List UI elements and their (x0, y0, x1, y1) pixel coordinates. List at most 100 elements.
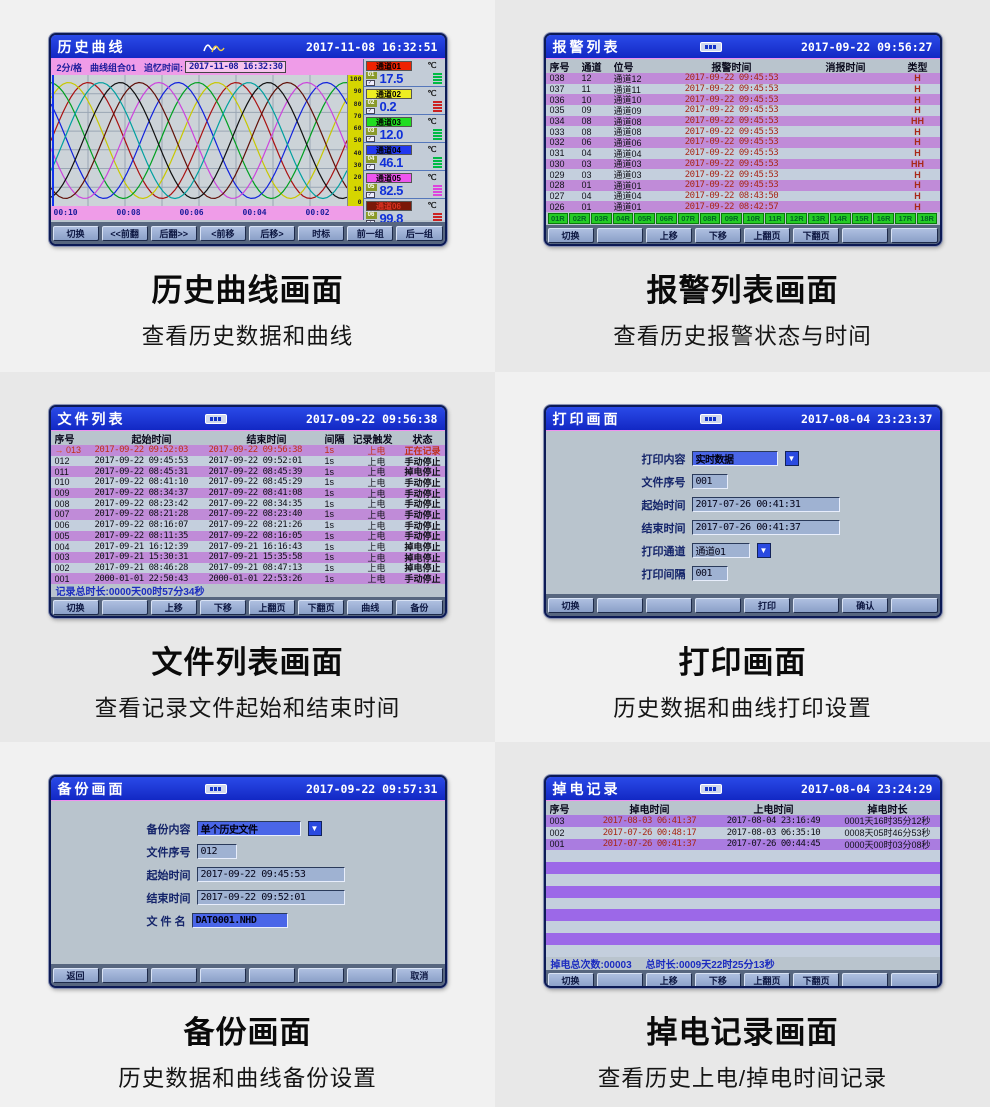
softkey-button[interactable] (596, 597, 643, 613)
channel-block[interactable]: 通道04 ℃ 04 ✓ 46.1 (363, 143, 445, 171)
table-row[interactable]: 002 2017-07-26 00:48:17 2017-08-03 06:35… (545, 826, 940, 839)
softkey-button[interactable] (596, 228, 643, 244)
softkey-button[interactable]: 上移 (645, 228, 692, 244)
table-row[interactable]: 026 01 通道01 2017-09-22 08:42:57 H (545, 201, 940, 212)
table-row[interactable]: 038 12 通道12 2017-09-22 09:45:53 H (545, 73, 940, 84)
softkey-button[interactable] (891, 973, 938, 986)
softkey-button[interactable]: 时标 (298, 225, 345, 241)
softkey-button[interactable]: 上翻页 (249, 600, 296, 616)
table-row[interactable]: 005 2017-09-22 08:11:35 2017-09-22 08:16… (50, 530, 445, 541)
table-row[interactable]: 007 2017-09-22 08:21:28 2017-09-22 08:23… (50, 509, 445, 520)
softkey-button[interactable] (891, 228, 938, 244)
softkey-button[interactable]: 上翻页 (744, 973, 791, 986)
relay-tag[interactable]: 11R (764, 212, 786, 224)
softkey-button[interactable] (645, 597, 692, 613)
softkey-button[interactable]: 曲线 (347, 600, 394, 616)
softkey-button[interactable]: 返回 (52, 967, 99, 983)
softkey-button[interactable] (298, 967, 345, 983)
dropdown-arrow-icon[interactable]: ▼ (784, 451, 799, 466)
softkey-button[interactable] (249, 967, 296, 983)
softkey-button[interactable]: 上移 (645, 973, 692, 986)
softkey-button[interactable]: 下翻页 (793, 228, 840, 244)
channel-block[interactable]: 通道01 ℃ 01 ✓ 17.5 (363, 59, 445, 87)
relay-tag[interactable]: 08R (699, 212, 721, 224)
end-time-field[interactable]: 2017-09-22 09:52:01 (196, 890, 345, 905)
relay-tag[interactable]: 13R (808, 212, 829, 224)
relay-tag[interactable]: 07R (677, 212, 699, 224)
table-row[interactable]: 011 2017-09-22 08:45:31 2017-09-22 08:45… (50, 466, 445, 477)
channel-checkbox[interactable]: ✓ (365, 79, 375, 86)
dropdown-arrow-icon[interactable]: ▼ (307, 821, 322, 836)
relay-tag[interactable]: 18R (916, 212, 938, 224)
softkey-button[interactable]: 下移 (694, 228, 741, 244)
softkey-button[interactable]: 取消 (396, 967, 443, 983)
table-row[interactable]: 032 06 通道06 2017-09-22 09:45:53 H (545, 137, 940, 148)
softkey-button[interactable]: 打印 (744, 597, 791, 613)
softkey-button[interactable]: 切换 (547, 228, 594, 244)
table-row[interactable]: 010 2017-09-22 08:41:10 2017-09-22 08:45… (50, 477, 445, 488)
softkey-button[interactable]: 上翻页 (744, 228, 791, 244)
softkey-button[interactable] (694, 597, 741, 613)
file-number-field[interactable]: 001 (691, 474, 728, 489)
softkey-button[interactable] (150, 967, 197, 983)
softkey-button[interactable] (842, 973, 889, 986)
softkey-button[interactable]: 上移 (150, 600, 197, 616)
start-time-field[interactable]: 2017-07-26 00:41:31 (691, 497, 840, 512)
table-row[interactable]: 027 04 通道04 2017-09-22 08:43:50 H (545, 190, 940, 201)
table-row[interactable]: 002 2017-09-21 08:46:28 2017-09-21 08:47… (50, 562, 445, 573)
print-content-select[interactable]: 实时数据 (691, 451, 778, 466)
softkey-button[interactable]: 后翻>> (150, 225, 197, 241)
softkey-button[interactable]: 切换 (52, 225, 99, 241)
channel-checkbox[interactable]: ✓ (365, 107, 375, 114)
table-row[interactable]: 004 2017-09-21 16:12:39 2017-09-21 16:16… (50, 541, 445, 552)
relay-tag[interactable]: 02R (569, 212, 590, 224)
softkey-button[interactable] (891, 597, 938, 613)
table-row[interactable]: 012 2017-09-22 09:45:53 2017-09-22 09:52… (50, 455, 445, 467)
table-row[interactable]: 006 2017-09-22 08:16:07 2017-09-22 08:21… (50, 519, 445, 531)
table-row[interactable]: 008 2017-09-22 08:23:42 2017-09-22 08:34… (50, 498, 445, 509)
table-row[interactable]: → 013 2017-09-22 09:52:03 2017-09-22 09:… (50, 445, 445, 456)
softkey-button[interactable] (199, 967, 246, 983)
channel-block[interactable]: 通道05 ℃ 05 ✓ 82.5 (363, 171, 445, 199)
curve-plot[interactable]: 100 90 80 70 60 50 40 30 20 10 0 (50, 75, 363, 206)
channel-checkbox[interactable]: ✓ (365, 191, 375, 198)
softkey-button[interactable]: 切换 (547, 973, 594, 986)
table-row[interactable]: 031 04 通道04 2017-09-22 09:45:53 H (545, 147, 940, 159)
softkey-button[interactable]: <<前翻 (101, 225, 148, 241)
softkey-button[interactable]: 切换 (547, 597, 594, 613)
relay-tag[interactable]: 16R (873, 212, 894, 224)
softkey-button[interactable]: 后一组 (396, 225, 443, 241)
table-row[interactable]: 028 01 通道01 2017-09-22 09:45:53 H (545, 179, 940, 191)
relay-tag[interactable]: 12R (786, 212, 808, 224)
table-row[interactable]: 001 2000-01-01 22:50:43 2000-01-01 22:53… (50, 573, 445, 584)
table-row[interactable]: 029 03 通道03 2017-09-22 09:45:53 H (545, 169, 940, 180)
table-row[interactable]: 001 2017-07-26 00:41:37 2017-07-26 00:44… (545, 838, 940, 851)
channel-block[interactable]: 通道03 ℃ 03 ✓ 12.0 (363, 115, 445, 143)
table-row[interactable]: 036 10 通道10 2017-09-22 09:45:53 H (545, 94, 940, 105)
softkey-button[interactable]: 下移 (694, 973, 741, 986)
softkey-button[interactable]: 下移 (199, 600, 246, 616)
relay-tag[interactable]: 01R (547, 212, 569, 224)
dropdown-arrow-icon[interactable]: ▼ (756, 543, 771, 558)
relay-tag[interactable]: 09R (721, 212, 742, 224)
relay-tag[interactable]: 04R (612, 212, 634, 224)
softkey-button[interactable]: 下翻页 (298, 600, 345, 616)
file-name-field[interactable]: DAT0001.NHD (191, 913, 288, 928)
softkey-button[interactable]: <前移 (199, 225, 246, 241)
relay-tag[interactable]: 15R (851, 212, 873, 224)
table-row[interactable]: 003 2017-09-21 15:30:31 2017-09-21 15:35… (50, 551, 445, 563)
softkey-button[interactable]: 前一组 (347, 225, 394, 241)
table-row[interactable]: 033 08 通道08 2017-09-22 09:45:53 H (545, 126, 940, 137)
softkey-button[interactable] (793, 597, 840, 613)
softkey-button[interactable] (101, 967, 148, 983)
print-interval-field[interactable]: 001 (691, 566, 728, 581)
print-channel-select[interactable]: 通道01 (691, 543, 750, 558)
table-row[interactable]: 003 2017-08-03 06:41:37 2017-08-04 23:16… (545, 815, 940, 827)
softkey-button[interactable] (842, 228, 889, 244)
table-row[interactable]: 034 08 通道08 2017-09-22 09:45:53 HH (545, 115, 940, 127)
table-row[interactable]: 037 11 通道11 2017-09-22 09:45:53 H (545, 83, 940, 95)
relay-tag[interactable]: 06R (656, 212, 677, 224)
end-time-field[interactable]: 2017-07-26 00:41:37 (691, 520, 840, 535)
softkey-button[interactable]: 备份 (396, 600, 443, 616)
relay-tag[interactable]: 17R (895, 212, 916, 224)
